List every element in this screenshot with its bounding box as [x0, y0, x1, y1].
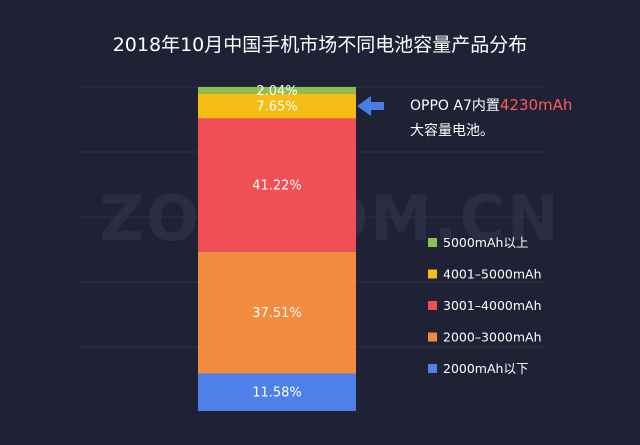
legend-label-0: 5000mAh以上	[443, 235, 528, 250]
legend-label-3: 2000–3000mAh	[443, 330, 542, 345]
bar-segment-2	[198, 118, 356, 252]
annotation-line-1: OPPO A7内置4230mAh	[410, 96, 572, 114]
annotation-highlight: 4230mAh	[500, 96, 573, 114]
legend-label-4: 2000mAh以下	[443, 361, 528, 376]
legend: 5000mAh以上 4001–5000mAh 3001–4000mAh 2000–30…	[428, 235, 542, 376]
data-label-1: 37.51%	[252, 306, 302, 321]
data-label-2: 41.22%	[252, 179, 302, 194]
data-label-3: 7.65%	[256, 100, 297, 115]
legend-label-2: 3001–4000mAh	[443, 298, 542, 313]
segment-labels: 11.58% 37.51% 41.22% 7.65%2.04%	[252, 84, 302, 401]
legend-swatch-0	[428, 238, 437, 247]
bar-segment-1	[198, 251, 356, 374]
annotation-line-2: 大容量电池。	[410, 122, 494, 139]
chart-title: 2018年10月中国手机市场不同电池容量产品分布	[113, 34, 528, 56]
legend-swatch-3	[428, 332, 437, 342]
bar-segment-4	[198, 87, 356, 94]
legend-swatch-1	[428, 269, 437, 279]
legend-label-1: 4001–5000mAh	[443, 267, 542, 282]
bar-segment-3	[198, 93, 356, 119]
stacked-bar	[198, 87, 356, 411]
annotation-prefix: OPPO A7内置	[410, 98, 500, 114]
bar-segment-0	[198, 373, 356, 411]
data-label-4: 2.04%	[256, 84, 297, 99]
data-label-0: 11.58%	[252, 386, 302, 401]
arrow-left-icon	[357, 96, 384, 117]
legend-swatch-4	[428, 364, 437, 373]
legend-swatch-2	[428, 301, 437, 310]
annotation: OPPO A7内置4230mAh 大容量电池。	[357, 96, 572, 139]
